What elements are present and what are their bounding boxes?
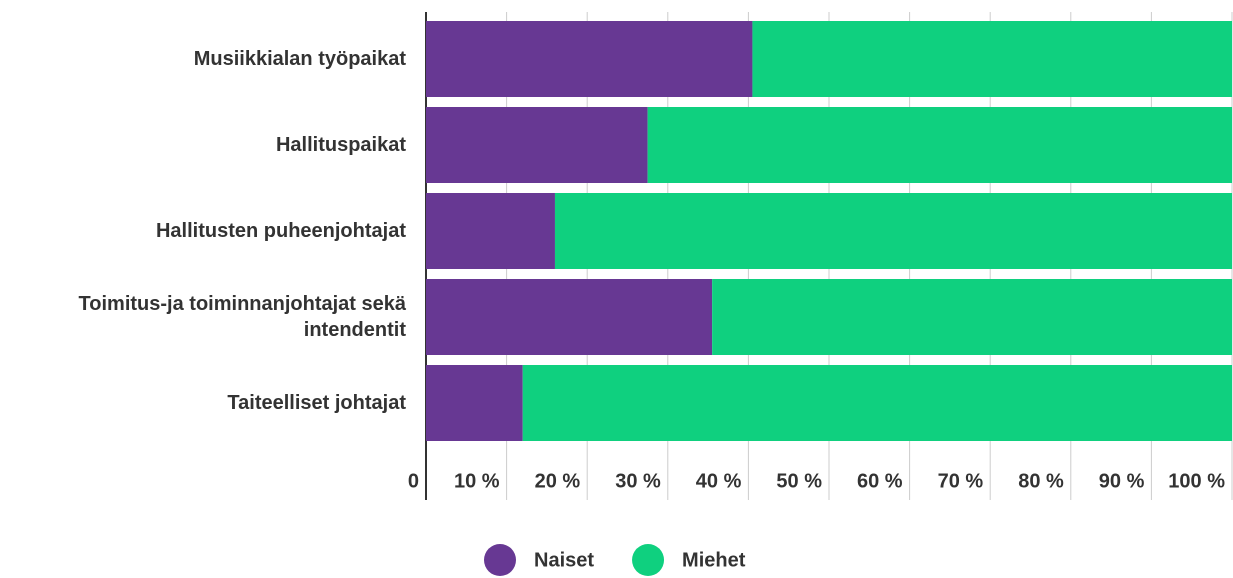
y-tick-label: Hallitusten puheenjohtajat bbox=[155, 220, 406, 242]
bar-segment bbox=[522, 365, 1232, 441]
x-tick-label: 30 % bbox=[615, 470, 661, 492]
x-tick-label: 10 % bbox=[454, 470, 500, 492]
x-tick-label: 100 % bbox=[1168, 470, 1225, 492]
x-tick-label: 80 % bbox=[1018, 470, 1064, 492]
x-tick-label: 50 % bbox=[776, 470, 822, 492]
x-tick-label: 20 % bbox=[535, 470, 581, 492]
x-tick-label: 70 % bbox=[938, 470, 984, 492]
y-tick-label: Musiikkialan työpaikat bbox=[193, 48, 406, 70]
x-tick-label: 60 % bbox=[857, 470, 903, 492]
bar-segment bbox=[554, 193, 1232, 269]
bar-segment bbox=[712, 279, 1232, 355]
x-tick-label: 0 bbox=[408, 470, 419, 492]
x-tick-label: 40 % bbox=[696, 470, 742, 492]
bar-segment bbox=[426, 21, 753, 97]
legend-marker bbox=[632, 544, 665, 576]
x-tick-label: 90 % bbox=[1099, 470, 1145, 492]
y-tick-label: Hallituspaikat bbox=[275, 134, 406, 156]
bar-segment bbox=[426, 107, 648, 183]
bar-segment bbox=[426, 365, 523, 441]
legend-marker bbox=[484, 544, 516, 576]
legend-label: Miehet bbox=[682, 549, 746, 571]
y-tick-label: Toimitus-ja toiminnanjohtajat sekä inten… bbox=[78, 293, 406, 341]
bar-segment bbox=[426, 193, 555, 269]
bar-segment bbox=[752, 21, 1232, 97]
y-tick-label: Taiteelliset johtajat bbox=[227, 392, 406, 414]
legend-label: Naiset bbox=[534, 549, 594, 571]
bar-segment bbox=[647, 107, 1232, 183]
bar-segment bbox=[426, 279, 713, 355]
